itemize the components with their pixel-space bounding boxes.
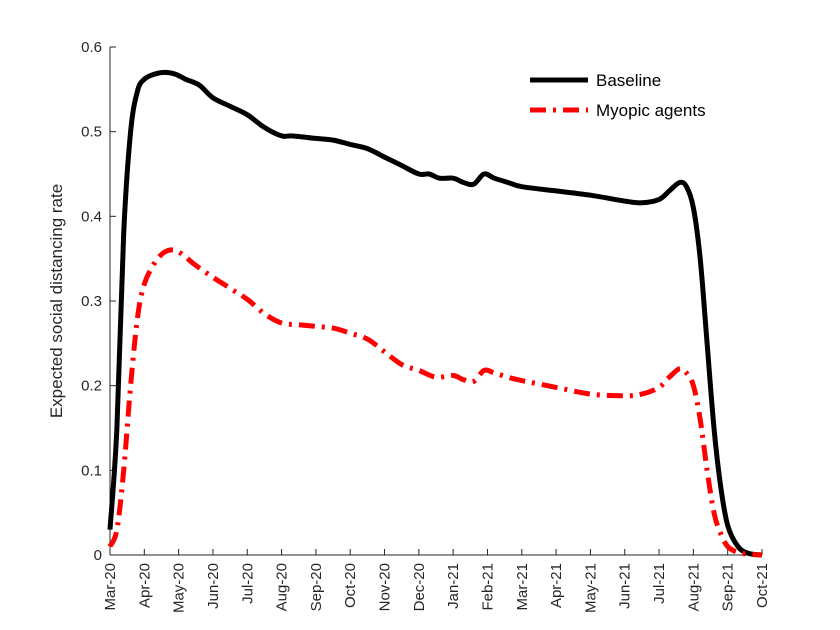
x-tick-label: Sep-20 bbox=[308, 563, 325, 611]
x-tick-label: Apr-21 bbox=[548, 563, 565, 608]
x-tick-label: Sep-21 bbox=[720, 563, 737, 611]
series-group bbox=[107, 69, 763, 558]
x-tick-label: Aug-20 bbox=[274, 563, 291, 611]
x-tick-label: Aug-21 bbox=[685, 563, 702, 611]
series-line-baseline bbox=[107, 69, 763, 558]
x-tick-label: Apr-20 bbox=[136, 563, 153, 608]
legend-label: Myopic agents bbox=[596, 101, 706, 120]
x-tick-label: Mar-20 bbox=[102, 563, 119, 611]
x-tick-label: Jul-20 bbox=[239, 563, 256, 604]
y-tick-label: 0.3 bbox=[81, 293, 102, 310]
y-axis-label: Expected social distancing rate bbox=[47, 184, 66, 418]
x-tick-label: Jun-20 bbox=[205, 563, 222, 609]
x-axis-ticks: Mar-20 Apr-20 May-20 Jun-20 Jul-20 Aug-20 Sep-… bbox=[102, 549, 771, 613]
x-tick-label: May-21 bbox=[582, 563, 599, 613]
x-tick-label: Mar-21 bbox=[514, 563, 531, 611]
legend: Baseline Myopic agents bbox=[530, 71, 706, 120]
y-tick-label: 0.5 bbox=[81, 124, 102, 141]
y-tick-label: 0.6 bbox=[81, 39, 102, 56]
series-line-myopic-agents bbox=[107, 247, 763, 558]
x-tick-label: Oct-20 bbox=[342, 563, 359, 608]
x-tick-label: Jun-21 bbox=[617, 563, 634, 609]
x-tick-label: Jan-21 bbox=[445, 563, 462, 609]
x-tick-label: Oct-21 bbox=[754, 563, 771, 608]
x-tick-label: May-20 bbox=[171, 563, 188, 613]
y-tick-label: 0.2 bbox=[81, 378, 102, 395]
y-tick-label: 0.4 bbox=[81, 208, 102, 225]
x-tick-label: Nov-20 bbox=[377, 563, 394, 611]
y-tick-label: 0 bbox=[94, 547, 102, 564]
legend-label: Baseline bbox=[596, 71, 661, 90]
axes bbox=[109, 47, 762, 556]
x-tick-label: Jul-21 bbox=[651, 563, 668, 604]
x-tick-label: Feb-21 bbox=[479, 563, 496, 611]
x-tick-label: Dec-20 bbox=[411, 563, 428, 611]
y-tick-label: 0.1 bbox=[81, 462, 102, 479]
y-axis-ticks: 0 0.1 0.2 0.3 0.4 0.5 0.6 bbox=[81, 39, 116, 564]
